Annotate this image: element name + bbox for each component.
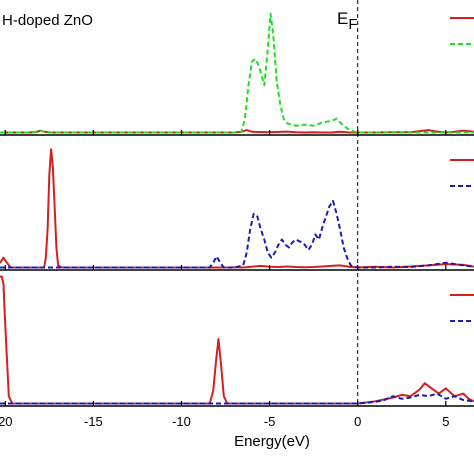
plot-area [0,12,474,405]
x-tick-label: 20 [0,414,13,429]
x-tick-label: 5 [442,414,449,429]
panel-1 [0,12,474,134]
x-axis-ticks: 20 -15 -10 -5 0 5 [0,130,449,429]
panel-2-series-red-line [0,148,474,269]
legend-swatches [450,17,474,322]
panel-3-series-red-line [0,275,474,405]
panel-2 [0,148,474,269]
fermi-level-label: EF [337,9,358,33]
x-tick-label: -15 [84,414,103,429]
panel-3 [0,275,474,405]
panel-1-series-green-line [0,12,474,134]
x-axis-label: Energy(eV) [234,433,310,450]
x-tick-label: -10 [172,414,191,429]
x-tick-label: -5 [264,414,276,429]
panel-frames [0,134,474,407]
panel-2-series-blue-line [0,199,474,269]
annotation-label: H-doped ZnO [2,12,93,29]
panel-3-series-blue-line [0,392,474,405]
x-tick-label: 0 [354,414,361,429]
